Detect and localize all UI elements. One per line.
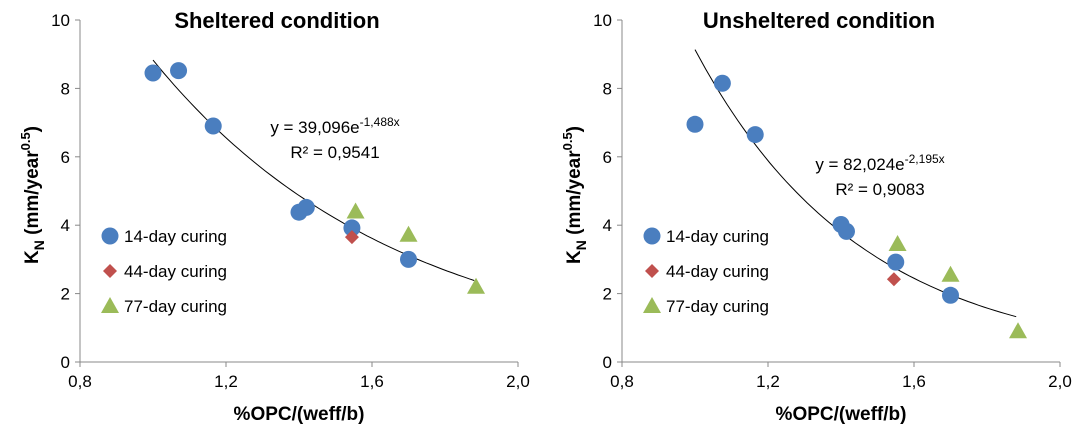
point [343, 219, 361, 237]
point [888, 235, 907, 252]
y-tick-label: 8 [603, 79, 612, 98]
point [941, 265, 960, 282]
legend-label: 14-day curing [124, 227, 227, 246]
equation-exponent: -1,488x [360, 115, 400, 129]
y-axis-label: KN (mm/year0.5) [560, 126, 589, 264]
legend-label: 77-day curing [666, 297, 769, 316]
y-axis-label: KN (mm/year0.5) [18, 126, 47, 264]
x-axis-label: %OPC/(weff/b) [776, 404, 907, 425]
point [144, 64, 162, 82]
r-squared: R² = 0,9083 [835, 180, 924, 199]
legend-swatch [101, 297, 119, 313]
point [686, 115, 704, 133]
point [1009, 322, 1028, 339]
legend-swatch [643, 227, 661, 245]
y-tick-label: 6 [61, 148, 70, 167]
point [886, 272, 901, 287]
point [746, 126, 764, 144]
x-tick-label: 1,6 [360, 372, 384, 391]
point [399, 225, 418, 242]
point [346, 202, 365, 219]
y-axis-label-part: K [22, 250, 43, 264]
point [297, 198, 315, 216]
point [887, 253, 905, 271]
y-axis-label-part: 0.5 [560, 132, 575, 150]
x-tick-label: 0,8 [68, 372, 92, 391]
x-axis-label: %OPC/(weff/b) [234, 404, 365, 425]
trend-equation: y = 39,096e-1,488x [270, 115, 399, 137]
y-tick-label: 4 [61, 216, 70, 235]
x-tick-label: 2,0 [1048, 372, 1072, 391]
chart-panel: 0 2 4 6 8 10 0,8 1,2 1,6 2,0 Sheltered condition %O… [18, 8, 530, 425]
point [344, 230, 359, 245]
legend-swatch [101, 227, 119, 245]
y-axis-label-part: (mm/year [564, 150, 585, 240]
equation-part: y = 82,024e [815, 155, 904, 174]
legend-label: 44-day curing [124, 262, 227, 281]
point [467, 277, 486, 294]
legend-swatch [643, 297, 661, 313]
y-axis-label-part: N [31, 240, 47, 250]
equation-part: y = 39,096e [270, 118, 359, 137]
legend-label: 14-day curing [666, 227, 769, 246]
y-axis-label-part: K [564, 250, 585, 264]
y-tick-label: 0 [603, 353, 612, 372]
y-tick-label: 8 [61, 79, 70, 98]
y-tick-label: 10 [51, 11, 70, 30]
equation-exponent: -2,195x [905, 152, 945, 166]
y-axis-label-part: 0.5 [18, 132, 33, 150]
point [204, 117, 222, 135]
y-axis-label-part: ) [564, 126, 585, 132]
legend-label: 77-day curing [124, 297, 227, 316]
point [400, 250, 417, 268]
point [942, 286, 959, 304]
x-tick-label: 1,2 [756, 372, 780, 391]
y-axis-label-part: N [573, 240, 589, 250]
x-tick-label: 0,8 [610, 372, 634, 391]
legend-label: 44-day curing [666, 262, 769, 281]
y-tick-label: 10 [593, 11, 612, 30]
x-tick-label: 1,2 [214, 372, 238, 391]
point [170, 62, 188, 80]
point [713, 74, 731, 92]
x-tick-label: 2,0 [506, 372, 530, 391]
chart-title: Sheltered condition [174, 8, 379, 33]
chart-panel: 0 2 4 6 8 10 0,8 1,2 1,6 2,0 Unsheltered condition… [560, 8, 1072, 425]
chart-title: Unsheltered condition [703, 8, 935, 33]
r-squared: R² = 0,9541 [290, 143, 379, 162]
legend-swatch [645, 264, 659, 278]
y-tick-label: 2 [61, 285, 70, 304]
y-axis-label-part: (mm/year [22, 150, 43, 240]
legend-swatch [103, 264, 117, 278]
y-tick-label: 4 [603, 216, 612, 235]
y-tick-label: 0 [61, 353, 70, 372]
trendline [152, 59, 475, 281]
y-axis-label-part: ) [22, 126, 43, 132]
y-tick-label: 6 [603, 148, 612, 167]
trend-equation: y = 82,024e-2,195x [815, 152, 944, 174]
x-tick-label: 1,6 [902, 372, 926, 391]
y-tick-label: 2 [603, 285, 612, 304]
point [837, 222, 855, 240]
